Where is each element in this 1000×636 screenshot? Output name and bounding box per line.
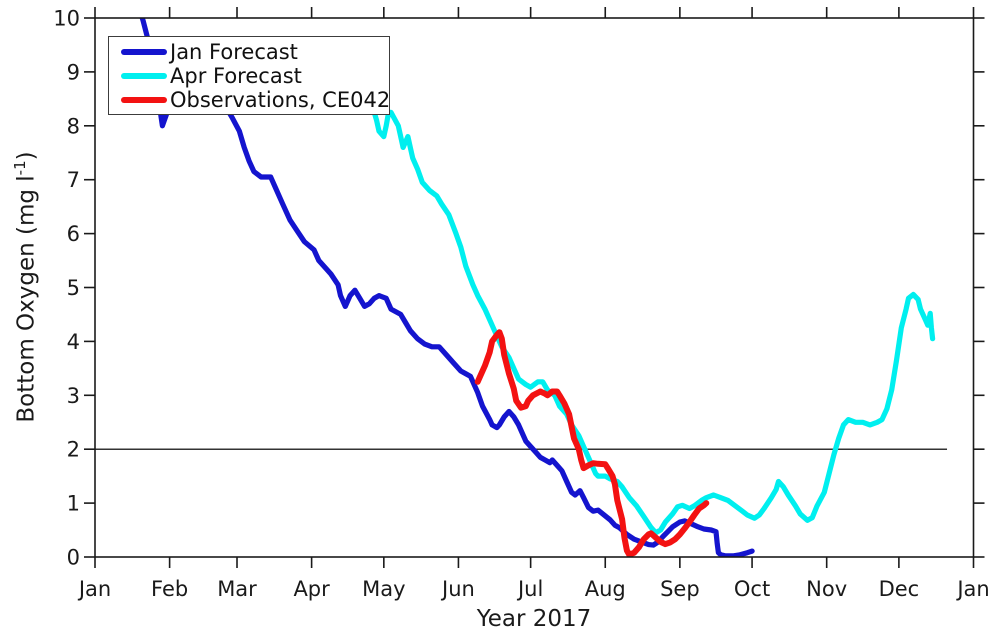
x-tick-label-may: May (362, 577, 405, 601)
x-tick-label-nov: Nov (806, 577, 847, 601)
y-tick-label-7: 7 (67, 168, 80, 192)
y-axis-title: Bottom Oxygen (mg l-1) (6, 87, 40, 487)
series-line-apr-forecast (366, 90, 936, 536)
x-tick-label-mar: Mar (217, 577, 257, 601)
x-tick-label-feb: Feb (151, 577, 188, 601)
y-tick-label-5: 5 (67, 276, 80, 300)
legend-line-sample-apr-forecast (121, 73, 167, 79)
series-line-observations-ce042 (474, 329, 710, 557)
x-tick-label-apr: Apr (293, 577, 330, 601)
x-tick-label-oct: Oct (734, 577, 770, 601)
legend-line-sample-jan-forecast (121, 49, 167, 55)
legend-label: Jan Forecast (170, 40, 298, 64)
y-axis-title-close: ) (13, 151, 40, 161)
y-tick-label-8: 8 (67, 114, 80, 138)
y-tick-label-3: 3 (67, 384, 80, 408)
series-group (139, 18, 936, 557)
legend: Jan Forecast Apr Forecast Observations, … (108, 36, 390, 115)
x-tick-label-jul: Jul (516, 577, 543, 601)
x-tick-label-sep: Sep (660, 577, 700, 601)
y-tick-label-6: 6 (67, 222, 80, 246)
y-tick-label-9: 9 (67, 60, 80, 84)
x-tick-label-jan: Jan (77, 577, 111, 601)
y-tick-label-1: 1 (67, 492, 80, 516)
y-tick-label-2: 2 (67, 438, 80, 462)
legend-entry-jan-forecast: Jan Forecast (113, 40, 385, 64)
y-tick-label-10: 10 (53, 7, 80, 31)
y-tick-label-0: 0 (67, 546, 80, 570)
legend-entry-apr-forecast: Apr Forecast (113, 64, 385, 88)
x-tick-label-jan: Jan (955, 577, 989, 601)
y-axis-title-superscript: -1 (11, 160, 29, 176)
legend-label: Apr Forecast (170, 64, 302, 88)
legend-entry-observations: Observations, CE042 (113, 88, 390, 112)
legend-label: Observations, CE042 (170, 88, 391, 112)
y-tick-label-4: 4 (67, 330, 80, 354)
x-tick-label-aug: Aug (585, 577, 626, 601)
legend-line-sample-observations (121, 97, 167, 103)
x-axis-title: Year 2017 (476, 606, 592, 632)
y-axis-title-text: Bottom Oxygen (mg l (13, 175, 40, 423)
x-tick-label-dec: Dec (879, 577, 920, 601)
x-tick-label-jun: Jun (440, 577, 475, 601)
